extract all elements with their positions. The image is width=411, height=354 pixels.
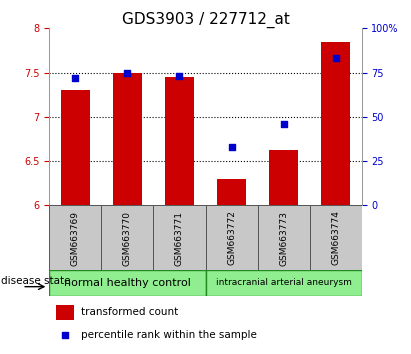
Text: GSM663772: GSM663772 — [227, 211, 236, 266]
Point — [280, 121, 287, 127]
Bar — [217, 179, 246, 205]
Text: GSM663770: GSM663770 — [123, 211, 132, 266]
Bar — [258, 205, 309, 271]
Point — [228, 144, 235, 150]
Text: GSM663769: GSM663769 — [71, 211, 80, 266]
Point — [72, 75, 79, 81]
Text: percentile rank within the sample: percentile rank within the sample — [81, 330, 256, 339]
Bar — [113, 73, 142, 205]
Bar — [269, 150, 298, 205]
Bar — [321, 42, 350, 205]
Point — [176, 73, 183, 79]
Bar — [153, 205, 206, 271]
Bar — [55, 305, 74, 320]
Text: GSM663773: GSM663773 — [279, 211, 288, 266]
Bar — [49, 270, 206, 296]
Point — [332, 56, 339, 61]
Text: GSM663774: GSM663774 — [331, 211, 340, 266]
Bar — [61, 90, 90, 205]
Point — [124, 70, 131, 75]
Text: intracranial arterial aneurysm: intracranial arterial aneurysm — [216, 278, 351, 287]
Text: transformed count: transformed count — [81, 307, 178, 317]
Bar — [206, 205, 258, 271]
Text: disease state: disease state — [1, 276, 70, 286]
Bar — [102, 205, 153, 271]
Bar — [309, 205, 362, 271]
Bar — [206, 270, 362, 296]
Bar — [165, 77, 194, 205]
Text: normal healthy control: normal healthy control — [64, 278, 191, 288]
Bar — [49, 205, 102, 271]
Title: GDS3903 / 227712_at: GDS3903 / 227712_at — [122, 12, 289, 28]
Point — [62, 332, 68, 337]
Text: GSM663771: GSM663771 — [175, 211, 184, 266]
